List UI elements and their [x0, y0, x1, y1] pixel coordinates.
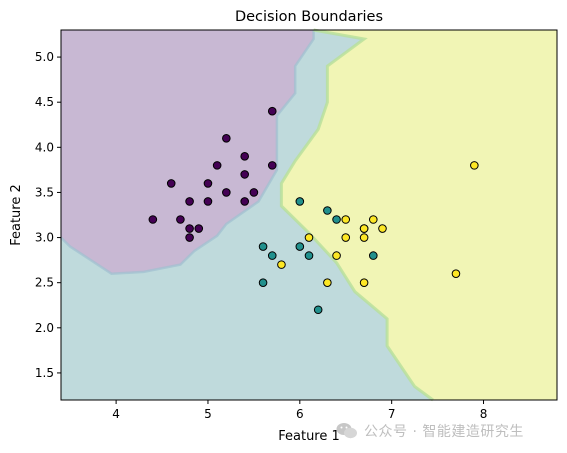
boundary-line-0-1 — [60, 30, 315, 275]
wechat-icon — [336, 423, 357, 439]
point-class-2 — [277, 260, 286, 269]
point-class-1 — [267, 251, 277, 260]
point-class-0 — [222, 188, 231, 197]
y-tick-label: 3.0 — [35, 231, 54, 245]
point-class-0 — [185, 233, 194, 242]
x-tick-label: 4 — [112, 407, 120, 421]
point-class-1 — [323, 206, 332, 215]
x-tick-label: 8 — [480, 407, 488, 421]
point-class-0 — [203, 179, 213, 188]
point-class-2 — [368, 215, 378, 224]
point-class-2 — [359, 224, 369, 233]
point-class-0 — [194, 224, 204, 233]
y-tick-label: 3.5 — [35, 185, 54, 199]
y-tick-label: 2.5 — [35, 276, 54, 290]
x-tick-label: 6 — [296, 407, 304, 421]
y-axis-label: Feature 2 — [9, 184, 24, 246]
point-class-2 — [359, 233, 369, 242]
x-axis: 4 5 6 7 8 — [112, 400, 487, 421]
y-tick-label: 2.0 — [35, 321, 54, 335]
x-tick-label: 5 — [204, 407, 212, 421]
point-class-0 — [267, 106, 277, 116]
point-class-0 — [185, 197, 194, 206]
point-class-2 — [323, 278, 332, 287]
point-class-2 — [470, 161, 479, 170]
point-class-1 — [258, 242, 268, 251]
point-class-0 — [240, 152, 250, 161]
region-class-2 — [281, 30, 557, 400]
x-tick-label: 7 — [388, 407, 396, 421]
point-class-2 — [378, 224, 387, 233]
y-axis: 1.5 2.0 2.5 3.0 3.5 4.0 4.5 5.0 — [35, 50, 61, 380]
point-class-0 — [267, 161, 277, 170]
point-class-2 — [304, 233, 314, 242]
point-class-1 — [258, 278, 268, 287]
watermark-text: 公众号 · 智能建造研究生 — [364, 424, 524, 440]
point-class-2 — [341, 233, 351, 242]
point-class-0 — [148, 215, 158, 224]
boundary-line-1-2 — [279, 28, 434, 402]
y-tick-label: 1.5 — [35, 366, 54, 380]
x-axis-label: Feature 1 — [278, 429, 340, 444]
decision-regions — [60, 28, 557, 402]
y-tick-label: 4.0 — [35, 140, 54, 154]
point-class-1 — [295, 242, 305, 251]
point-class-1 — [313, 305, 323, 315]
point-class-0 — [176, 215, 185, 224]
point-class-2 — [332, 251, 341, 260]
point-class-0 — [240, 170, 250, 179]
point-class-2 — [451, 269, 461, 278]
point-class-0 — [222, 133, 231, 143]
point-class-0 — [203, 197, 213, 206]
data-points — [148, 106, 479, 315]
point-class-0 — [185, 224, 194, 233]
watermark: 公众号 · 智能建造研究生 — [336, 420, 561, 442]
point-class-1 — [295, 197, 305, 206]
point-class-2 — [341, 215, 351, 224]
plot-frame — [60, 29, 558, 401]
point-class-1 — [304, 251, 314, 260]
chart-title: Decision Boundaries — [235, 9, 383, 25]
point-class-0 — [240, 197, 250, 206]
point-class-0 — [166, 179, 176, 188]
point-class-1 — [368, 251, 378, 260]
point-class-0 — [212, 161, 222, 170]
point-class-2 — [359, 278, 369, 287]
point-class-1 — [332, 215, 341, 224]
y-tick-label: 4.5 — [35, 95, 54, 109]
region-class-0 — [61, 30, 314, 274]
point-class-0 — [249, 188, 259, 197]
y-tick-label: 5.0 — [35, 50, 54, 64]
